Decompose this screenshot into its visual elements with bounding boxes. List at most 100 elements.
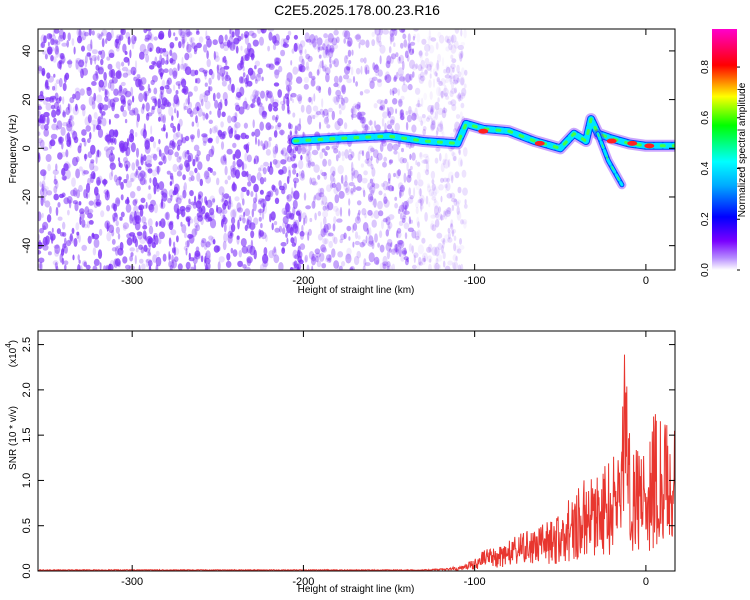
spectrogram-noise-speck [258, 198, 265, 203]
spectrogram-noise-speck [255, 73, 262, 82]
spectrogram-noise-speck [444, 265, 451, 270]
spectrogram-noise-speck [240, 45, 243, 51]
spectrogram-noise-speck [231, 115, 238, 123]
spectrogram-noise-speck [293, 162, 298, 168]
spectrogram-noise-speck [371, 198, 375, 206]
spectrogram-noise-speck [299, 65, 306, 73]
spectrogram-noise-speck [371, 39, 376, 47]
spectrogram-noise-speck [393, 243, 400, 253]
spectrogram-noise-speck [136, 185, 141, 192]
spectrogram-noise-speck [230, 167, 237, 178]
spectrogram-noise-speck [239, 217, 242, 222]
spectrogram-noise-speck [175, 197, 182, 205]
spectrogram-noise-speck [174, 108, 177, 114]
spectrogram-noise-speck [412, 35, 415, 41]
spectrogram-noise-speck [402, 33, 407, 40]
spectrogram-noise-speck [142, 103, 145, 109]
spectrogram-noise-speck [418, 75, 425, 84]
spectrogram-noise-speck [358, 114, 364, 121]
spectrogram-noise-speck [404, 205, 408, 212]
spectrogram-noise-speck [203, 170, 210, 180]
spectrogram-noise-speck [395, 71, 399, 80]
spectrogram-noise-speck [450, 219, 454, 226]
spectrogram-noise-speck [118, 160, 121, 168]
spectrogram-noise-speck [256, 171, 262, 181]
spectrogram-noise-speck [63, 163, 69, 172]
snr-panel: -300 -200 -100 0 0.00.51.01.52.02.5 Height … [4, 330, 676, 595]
spectrogram-noise-speck [47, 48, 52, 54]
spectrogram-noise-speck [370, 77, 376, 84]
spectrogram-noise-speck [421, 237, 426, 244]
spectrogram-noise-speck [44, 123, 49, 131]
spectrogram-noise-speck [55, 206, 59, 216]
spectrogram-noise-speck [425, 162, 430, 172]
spectrogram-noise-speck [208, 68, 213, 76]
spectrogram-noise-speck [257, 72, 261, 78]
spectrogram-noise-speck [126, 237, 133, 246]
spectrogram-noise-speck [432, 68, 436, 75]
spectrogram-noise-speck [52, 260, 59, 266]
spectrogram-noise-speck [64, 237, 67, 246]
spectrogram-noise-speck [221, 213, 226, 223]
spectrogram-noise-speck [331, 37, 338, 46]
spectrogram-noise-speck [221, 192, 225, 203]
spectrogram-noise-speck [392, 98, 398, 105]
spectrogram-noise-speck [425, 169, 430, 176]
spectrogram-noise-speck [194, 69, 199, 76]
spectrogram-noise-speck [371, 239, 375, 250]
spectrogram-signal-track [288, 113, 675, 190]
spectrogram-noise-speck [135, 168, 138, 176]
spectrogram-noise-speck [416, 171, 421, 181]
spectrogram-noise-speck [409, 59, 416, 69]
spectrogram-noise-speck [240, 238, 247, 247]
spectrogram-noise-speck [67, 58, 73, 69]
spectrogram-noise-speck [340, 102, 346, 111]
spectrogram-noise-speck [419, 53, 424, 62]
spectrogram-noise-speck [315, 252, 321, 258]
spectrogram-noise-speck [431, 183, 436, 191]
spectrogram-noise-speck [420, 75, 426, 82]
spectrogram-noise-speck [213, 50, 216, 60]
spectrogram-noise-speck [443, 234, 450, 244]
spectrogram-noise-speck [189, 190, 194, 197]
spectrogram-noise-speck [350, 266, 353, 270]
spectrogram-noise-speck [397, 169, 401, 177]
spectrogram-noise-speck [425, 155, 430, 165]
spectrogram-noise-speck [205, 252, 208, 260]
spectrogram-noise-speck [440, 249, 444, 255]
spectrogram-noise-speck [378, 40, 382, 47]
spectrogram-noise-speck [401, 29, 405, 33]
spectrogram-noise-speck [417, 64, 423, 72]
spectrogram-noise-speck [437, 107, 444, 115]
spectrogram-noise-speck [332, 223, 336, 232]
spectrogram-noise-speck [53, 244, 60, 249]
spectrogram-noise-speck [263, 140, 269, 149]
spectrogram-noise-speck [408, 48, 414, 55]
spectrogram-noise-speck [400, 255, 405, 262]
spectrogram-noise-speck [153, 141, 156, 149]
spectrogram-noise-speck [397, 100, 404, 107]
spectrogram-noise-speck [168, 142, 173, 149]
spectrogram-noise-speck [403, 39, 408, 48]
spectrogram-noise-speck [399, 109, 403, 118]
spectrogram-noise-speck [454, 245, 460, 254]
spectrogram-noise-speck [125, 69, 132, 76]
spectrogram-noise-speck [348, 148, 352, 153]
spectrogram-noise-speck [325, 205, 330, 212]
spectrogram-noise-speck [148, 185, 151, 190]
spectrogram-noise-speck [166, 87, 172, 95]
spectrogram-noise-speck [463, 29, 467, 39]
spectrogram-noise-speck [209, 127, 212, 135]
spectrogram-noise-speck [160, 72, 163, 80]
spectrogram-noise-speck [430, 37, 437, 42]
spectrogram-noise-speck [303, 76, 309, 84]
spectrogram-noise-speck [177, 98, 180, 106]
spectrogram-noise-speck [427, 183, 431, 188]
spectrogram-noise-speck [333, 216, 337, 224]
spectrogram-noise-speck [333, 29, 339, 36]
spectrogram-noise-speck [218, 256, 225, 263]
spectrogram-noise-speck [122, 256, 128, 264]
spectrogram-noise-speck [286, 35, 290, 41]
spectrogram-noise-speck [429, 109, 434, 115]
